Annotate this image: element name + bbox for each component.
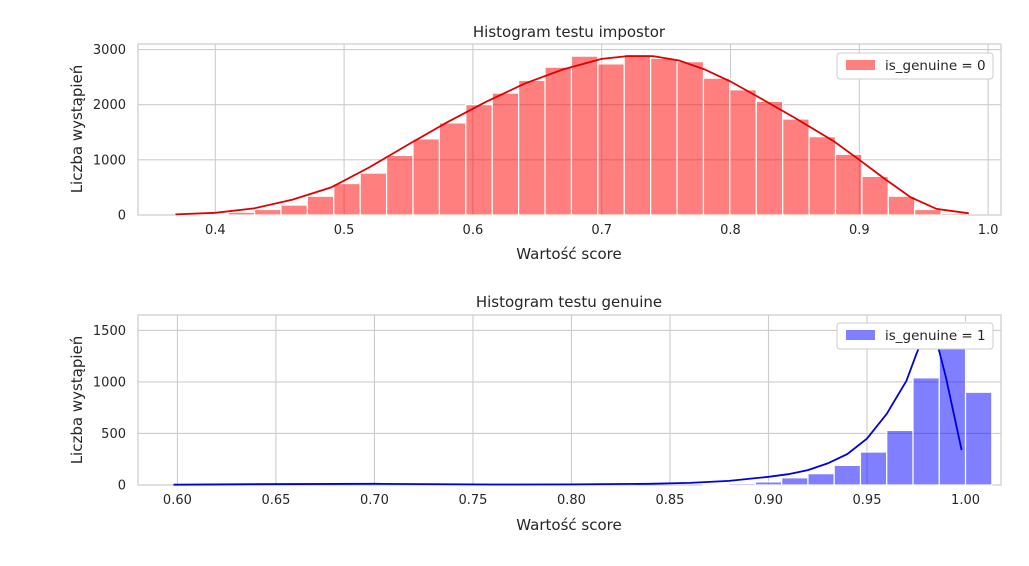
histogram-bar [676,61,705,216]
histogram-bar [333,182,361,216]
legend: is_genuine = 1 [836,322,994,350]
histogram-bar [807,473,835,486]
histogram-bar [912,377,940,486]
x-tick-label: 0.95 [853,493,882,508]
histogram-bar [650,57,678,216]
x-tick-label: 0.85 [656,493,685,508]
x-tick-label: 0.65 [261,493,290,508]
y-tick-labels: 0 1000 2000 3000 [93,43,126,223]
y-tick-label: 3000 [93,43,126,58]
y-tick-label: 1000 [93,153,126,168]
histogram-bar [227,211,256,216]
histogram-bar [782,118,810,216]
y-tick-label: 1500 [93,324,126,339]
histogram-bar [861,175,889,216]
histogram-bar [964,391,993,486]
chart-title: Histogram testu genuine [476,293,662,311]
histogram-bar [385,154,414,216]
x-tick-labels: 0.4 0.5 0.6 0.7 0.8 0.9 1.0 [205,223,999,238]
histogram-bar [859,451,888,486]
y-tick-labels: 0 500 1000 1500 [93,324,126,494]
histogram-bar [518,79,546,216]
legend-swatch [846,60,875,70]
impostor-histogram-panel: 0.4 0.5 0.6 0.7 0.8 0.9 1.0 0 1000 2000 3000 Hist… [68,23,1002,263]
legend-label: is_genuine = 1 [885,328,986,344]
legend-label: is_genuine = 0 [885,58,986,74]
x-tick-labels: 0.60 0.65 0.70 0.75 0.80 0.85 0.90 0.95 1.00 [163,493,980,508]
y-axis-label: Liczba wystąpień [68,336,86,465]
x-tick-label: 1.00 [951,493,980,508]
histogram-bar [544,66,573,216]
x-tick-label: 0.70 [360,493,389,508]
x-axis-label: Wartość score [516,245,621,263]
histogram-bar [886,429,914,486]
histogram-bar [359,172,388,216]
histogram-bar [438,122,467,216]
histogram-bar [940,212,969,216]
histogram-bar [702,483,730,486]
histogram-bars [174,53,969,216]
histogram-bar [754,481,783,486]
histogram-bar [412,138,441,216]
histogram-bar [808,136,837,216]
legend-box [836,52,994,80]
x-tick-label: 0.9 [849,223,870,238]
y-tick-label: 2000 [93,98,126,113]
x-tick-label: 0.90 [754,493,783,508]
histogram-bar [834,153,863,216]
x-tick-label: 0.8 [720,223,741,238]
histogram-bar [623,53,652,216]
histogram-bar [491,92,520,216]
y-tick-label: 1000 [93,375,126,390]
histogram-bar [887,195,916,216]
x-tick-label: 0.6 [463,223,484,238]
x-tick-label: 0.5 [334,223,355,238]
histogram-bar [755,100,784,216]
histogram-bar [702,77,731,216]
histogram-bar [597,63,625,216]
kde-curve [175,55,969,216]
x-tick-label: 0.4 [205,223,226,238]
x-tick-label: 0.75 [458,493,487,508]
y-axis-label: Liczba wystąpień [68,65,86,194]
histogram-bar [253,208,282,216]
histogram-bar [570,55,599,216]
histogram-bar [781,477,809,486]
kde-line [175,55,969,216]
y-tick-label: 0 [118,479,126,494]
chart-title: Histogram testu impostor [473,23,666,41]
histogram-bar [728,482,757,486]
legend-box [836,322,994,350]
x-axis-label: Wartość score [516,516,621,534]
y-tick-label: 500 [101,427,126,442]
legend-swatch [846,330,875,340]
histogram-bar [306,195,335,216]
histogram-bar [833,464,862,486]
x-tick-label: 0.80 [557,493,586,508]
legend: is_genuine = 0 [836,52,994,80]
histogram-bar [914,208,942,216]
histogram-bar [729,89,757,216]
x-tick-label: 0.60 [163,493,192,508]
x-tick-label: 1.0 [978,223,999,238]
y-tick-label: 0 [118,209,126,224]
x-tick-label: 0.7 [591,223,612,238]
histogram-bar [465,104,493,216]
genuine-histogram-panel: 0.60 0.65 0.70 0.75 0.80 0.85 0.90 0.95 1.00 0 50… [68,293,1002,534]
histogram-bar [280,204,308,216]
